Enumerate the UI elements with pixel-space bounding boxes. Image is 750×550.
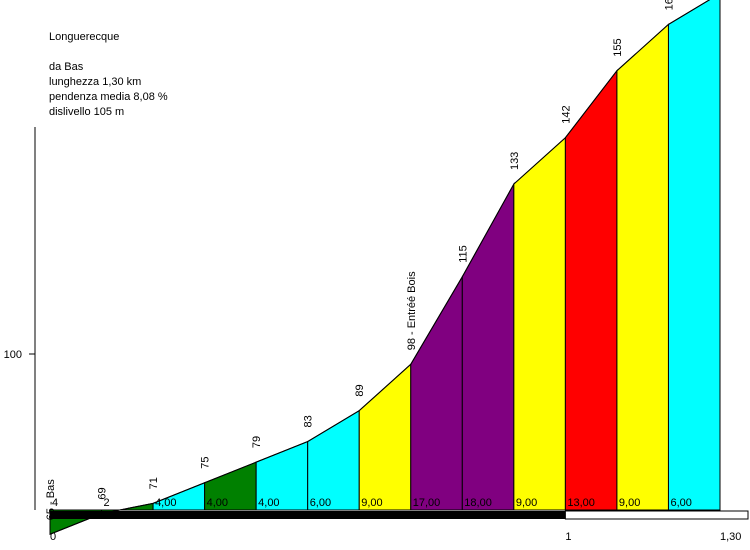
x-tick-label: 0 [50,531,56,543]
profile-line [49,0,711,535]
profile-segment [513,136,566,511]
elevation-label: 115 [457,245,469,263]
segment-grade-label: 4,00 [207,497,228,509]
distance-bar-km-1 [50,511,566,519]
info-elevation-gain: dislivello 105 m [49,106,125,118]
elevation-label: 79 [251,436,263,448]
profile-segment [667,0,721,511]
elevation-label: 164 [663,0,675,10]
segment-grade-label: 6,00 [670,497,691,509]
info-length: lunghezza 1,30 km [49,76,142,88]
info-avg-grade: pendenza media 8,08 % [49,91,168,103]
elevation-label: 83 [303,415,315,427]
segment-grade-label: 9,00 [516,497,537,509]
profile-segment [616,23,669,511]
elevation-label: 75 [200,457,212,469]
segment-grade-label: 9,00 [361,497,382,509]
x-tick-label: 1 [565,531,571,543]
profile-segment [461,182,515,511]
profile-segment [358,363,412,511]
elevation-label: 71 [148,477,160,489]
segment-grade-label: 9,00 [619,497,640,509]
profile-segment [564,69,618,511]
elevation-label: 69 [97,487,109,499]
segment-grade-label: 13,00 [567,497,595,509]
segment-grade-label: 2 [104,497,110,509]
segment-grade-label: 4,00 [258,497,279,509]
segment-grade-label: 17,00 [413,497,441,509]
elevation-label: 65 - Bas [45,479,57,520]
elevation-label: 155 [612,38,624,56]
elevation-label: 98 - Entréé Bois [406,271,418,350]
profile-segment [410,274,463,511]
elevation-label: 142 [560,105,572,123]
segment-grade-label: 18,00 [464,497,492,509]
segment-grade-label: 6,00 [310,497,331,509]
elevation-label: 89 [354,384,366,396]
y-tick-label: 100 [4,349,22,361]
segment-grade-label: 4 [52,497,58,509]
info-start: da Bas [49,61,84,73]
chart-title: Longuerecque [49,31,120,43]
distance-bar-km-2 [564,510,749,520]
elevation-label: 133 [509,152,521,170]
x-tick-label: 1,30 [720,531,741,543]
